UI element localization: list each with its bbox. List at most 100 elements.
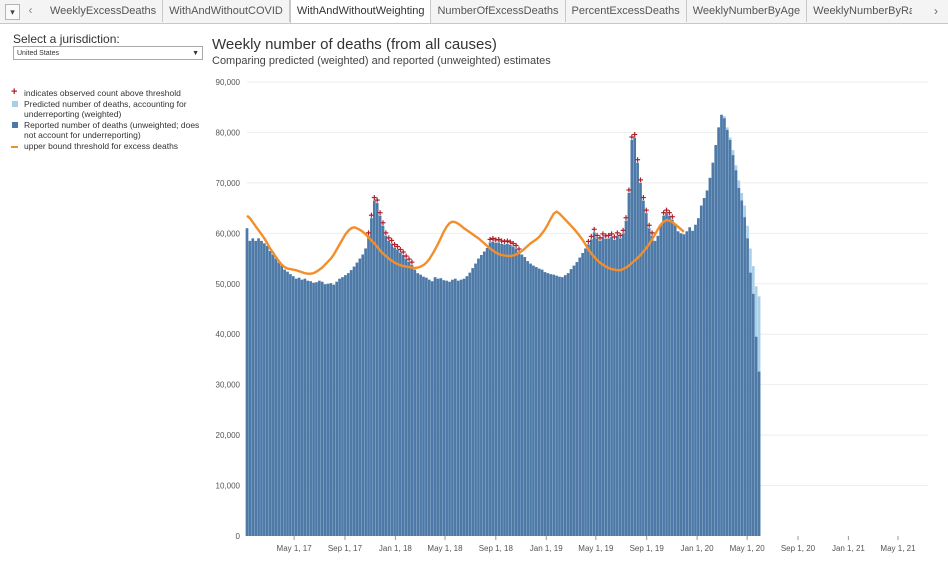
reported-bar: [451, 279, 454, 536]
y-tick-label: 40,000: [216, 330, 241, 339]
reported-bar: [433, 277, 437, 536]
reported-bar: [332, 284, 336, 536]
tab-weeklynumberbyage[interactable]: WeeklyNumberByAge: [687, 0, 808, 22]
reported-bar: [257, 238, 260, 536]
reported-bar: [506, 243, 509, 536]
above-threshold-marker: [617, 232, 623, 238]
reported-bar: [271, 254, 275, 536]
above-threshold-marker: [366, 230, 372, 236]
x-tick-label: May 1, 20: [730, 544, 766, 553]
y-tick-label: 0: [236, 532, 241, 541]
tab-percentexcessdeaths[interactable]: PercentExcessDeaths: [566, 0, 687, 22]
reported-bar: [526, 261, 529, 536]
reported-bar: [268, 250, 272, 536]
jurisdiction-select[interactable]: United States ▼: [13, 46, 203, 60]
reported-bar: [552, 274, 556, 536]
chevron-down-icon[interactable]: ▼: [192, 50, 199, 57]
reported-bar: [401, 255, 405, 536]
above-threshold-marker: [397, 247, 403, 253]
reported-bar: [291, 276, 295, 536]
reported-bar: [375, 203, 379, 537]
reported-bar: [289, 274, 292, 536]
x-tick-label: Jan 1, 19: [530, 544, 563, 553]
y-tick-label: 80,000: [216, 128, 241, 137]
above-threshold-marker: [591, 226, 597, 232]
reported-bar: [757, 371, 761, 536]
tab-withandwithoutweighting[interactable]: WithAndWithoutWeighting: [289, 0, 432, 23]
legend-item: Reported number of deaths (unweighted; d…: [11, 120, 211, 140]
tab-numberofexcessdeaths[interactable]: NumberOfExcessDeaths: [431, 0, 566, 22]
y-tick-label: 20,000: [216, 431, 241, 440]
reported-bar: [381, 225, 385, 536]
reported-bar: [737, 187, 741, 536]
tab-next-icon[interactable]: ›: [934, 4, 938, 18]
above-threshold-marker: [403, 253, 409, 259]
x-tick-label: Sep 1, 17: [328, 544, 363, 553]
above-threshold-marker: [487, 236, 493, 242]
dark-square-icon: [12, 122, 18, 128]
above-threshold-marker: [409, 259, 415, 265]
above-threshold-marker: [664, 207, 670, 213]
reported-bar: [659, 225, 663, 536]
reported-bar: [671, 219, 674, 537]
reported-bar: [561, 277, 564, 536]
reported-bar: [558, 276, 561, 536]
reported-bar: [535, 267, 538, 536]
reported-bar: [688, 227, 691, 536]
reported-bar: [260, 240, 263, 536]
x-tick-label: Jan 1, 18: [379, 544, 412, 553]
above-threshold-marker: [635, 157, 641, 163]
reported-bar: [633, 137, 637, 536]
reported-bar: [430, 281, 434, 536]
reported-bar: [471, 268, 474, 536]
reported-bar: [280, 265, 284, 536]
reported-bar: [665, 213, 668, 536]
tab-withandwithoutcovid[interactable]: WithAndWithoutCOVID: [163, 0, 290, 22]
reported-bar: [387, 240, 391, 536]
above-threshold-marker: [380, 220, 386, 226]
reported-bar: [419, 274, 422, 536]
reported-bar: [749, 272, 752, 536]
reported-bar: [587, 244, 590, 537]
above-threshold-marker: [585, 238, 591, 244]
reported-bar: [335, 281, 339, 536]
reported-bar: [465, 276, 469, 536]
reported-bar: [254, 240, 257, 536]
tab-weeklyexcessdeaths[interactable]: WeeklyExcessDeaths: [44, 0, 164, 22]
tab-menu-dropdown-icon[interactable]: ▾: [5, 4, 20, 20]
tab-prev-icon[interactable]: ‹: [28, 3, 33, 17]
above-threshold-marker: [632, 131, 638, 137]
reported-bar: [543, 272, 547, 536]
reported-bar: [662, 215, 665, 536]
above-threshold-marker: [510, 240, 516, 246]
plus-icon: +: [11, 86, 18, 98]
reported-bar: [734, 170, 738, 536]
x-tick-label: Jan 1, 21: [832, 544, 865, 553]
reported-bar: [306, 280, 310, 536]
reported-bar: [367, 235, 370, 536]
reported-bar: [315, 282, 318, 536]
above-threshold-marker: [600, 231, 606, 237]
y-tick-label: 70,000: [216, 179, 241, 188]
reported-bar: [361, 254, 365, 536]
legend-label: Predicted number of deaths, accounting f…: [24, 99, 187, 119]
reported-bar: [427, 279, 431, 536]
reported-bar: [711, 162, 715, 536]
reported-bar: [413, 269, 417, 536]
legend-item: Predicted number of deaths, accounting f…: [11, 99, 211, 119]
reported-bar: [274, 258, 278, 536]
above-threshold-marker: [516, 246, 522, 252]
reported-bar: [500, 243, 503, 536]
reported-bar: [746, 238, 749, 536]
reported-bar: [341, 277, 344, 536]
above-threshold-marker: [377, 210, 383, 216]
x-tick-label: May 1, 17: [277, 544, 313, 553]
reported-bar: [656, 235, 660, 536]
above-threshold-marker: [394, 243, 400, 249]
reported-bar: [529, 263, 532, 536]
tab-weeklynumberbyraceethnicity[interactable]: WeeklyNumberByRaceEthnicity: [807, 0, 912, 22]
reported-bar: [616, 235, 619, 536]
above-threshold-marker: [594, 232, 600, 238]
reported-bar: [601, 236, 605, 536]
